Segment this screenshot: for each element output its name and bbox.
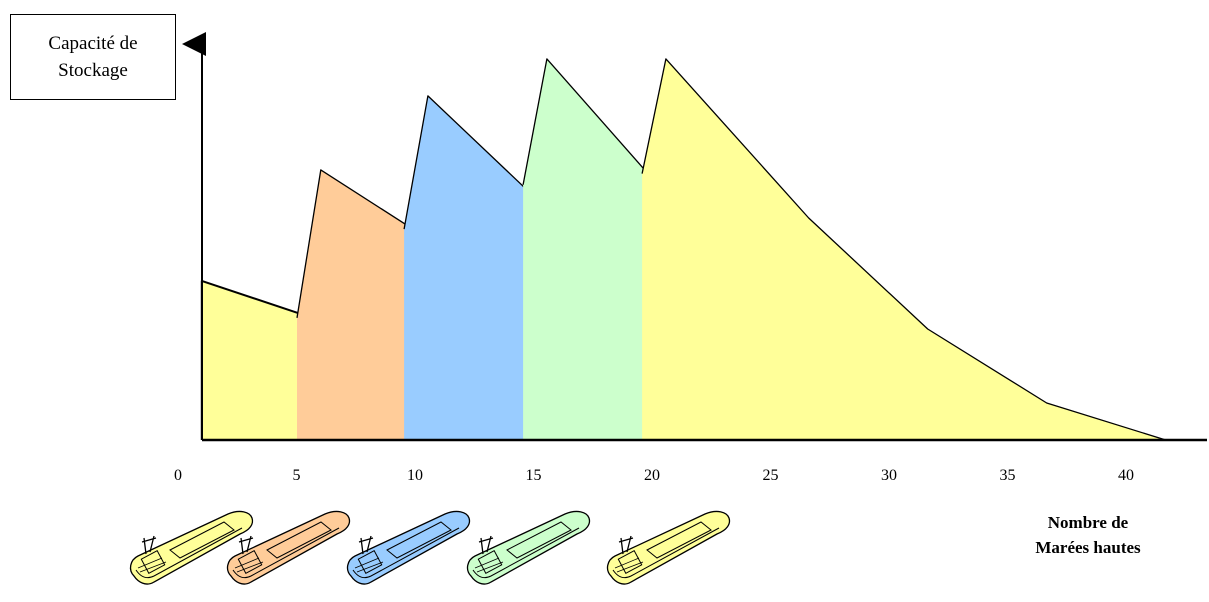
y-axis-title-line-2: Stockage (58, 60, 128, 81)
x-axis-title-line-2: Marées hautes (1035, 538, 1141, 557)
x-tick-label: 5 (292, 467, 301, 484)
x-tick-label: 30 (881, 467, 897, 484)
ship-icon (466, 510, 591, 585)
y-axis-title-line-1: Capacité de (48, 33, 138, 54)
x-axis-title-line-1: Nombre de (1047, 513, 1129, 532)
ship-icon (606, 510, 731, 585)
x-tick-label: 15 (525, 467, 542, 484)
x-tick-label: 0 (174, 467, 182, 484)
ship-icon (226, 510, 351, 585)
series-line-5 (641, 58, 1166, 441)
area-series-5 (642, 58, 1166, 441)
y-axis-title-box: Capacité de Stockage (10, 14, 176, 100)
x-tick-label: 20 (644, 467, 660, 484)
x-tick-label: 35 (999, 467, 1016, 484)
x-tick-label: 25 (762, 467, 779, 484)
ship-icon (346, 510, 471, 585)
ship-icon (129, 510, 254, 585)
x-axis-title: Nombre de Marées hautes (1018, 510, 1158, 560)
x-tick-label: 10 (407, 467, 423, 484)
x-tick-label: 40 (1118, 467, 1134, 484)
